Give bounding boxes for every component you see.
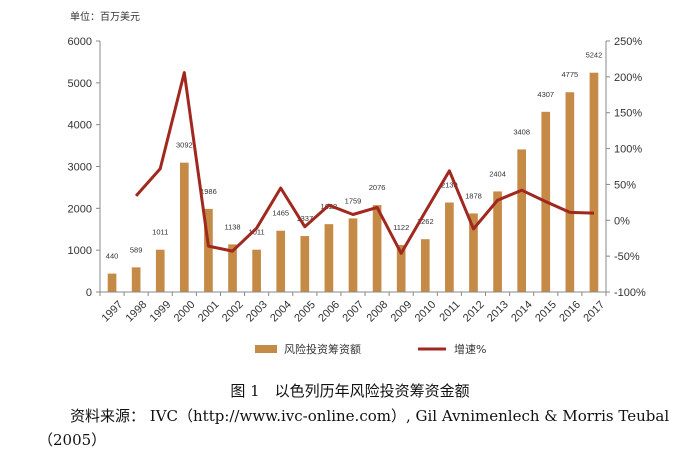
x-axis-tick-label: 2011 [437, 299, 462, 324]
bar [276, 230, 286, 292]
bar [324, 224, 334, 292]
x-axis-tick-label: 2006 [316, 299, 342, 325]
bar-data-label: 1986 [200, 187, 217, 196]
bar [300, 236, 310, 292]
x-axis-tick-label: 2002 [220, 299, 246, 325]
x-axis-tick-label: 2017 [581, 299, 607, 325]
right-axis-tick-label: -100% [614, 287, 646, 299]
bar-data-label: 4307 [537, 90, 554, 99]
bar-data-label: 1337 [296, 214, 313, 223]
bar [204, 208, 213, 292]
bar-data-label: 3408 [513, 127, 530, 136]
bar [372, 205, 382, 292]
right-axis-tick-label: 250% [614, 36, 642, 48]
legend-label-line: 增速% [454, 342, 486, 356]
unit-label: 单位：百万美元 [70, 10, 140, 23]
bar-data-label: 5242 [586, 51, 603, 60]
figure-caption: 图 1 以色列历年风险投资筹资金额 [230, 382, 470, 400]
x-axis-tick-label: 2016 [557, 299, 583, 325]
bar [565, 92, 575, 292]
x-axis-tick-label: 2001 [196, 299, 222, 325]
left-axis-tick-label: 3000 [68, 162, 92, 174]
bar [420, 239, 430, 292]
right-axis-tick-label: 150% [614, 108, 642, 120]
bar [517, 149, 527, 292]
legend-label-bar: 风险投资筹资额 [284, 342, 361, 356]
right-axis-tick-label: 100% [614, 144, 642, 156]
bar-data-label: 2076 [369, 183, 386, 192]
line-series [134, 71, 595, 255]
bar-data-label: 2139 [441, 181, 458, 190]
bar [252, 249, 261, 292]
bar-data-label: 589 [130, 245, 143, 254]
right-axis-tick-label: -50% [614, 251, 640, 263]
x-axis-tick-label: 2003 [244, 299, 270, 325]
x-axis-tick-label: 2012 [461, 299, 487, 325]
bar [179, 162, 189, 292]
bar-data-label: 3092 [176, 141, 193, 150]
x-axis-tick-label: 2008 [365, 299, 391, 325]
x-axis-tick-label: 2013 [485, 299, 511, 325]
right-axis-tick-label: 0% [614, 215, 630, 227]
left-axis-tick-label: 6000 [68, 36, 92, 48]
x-axis-tick-label: 2009 [389, 299, 415, 325]
bar-data-label: 1262 [417, 217, 434, 226]
left-axis: 0 1000 2000 3000 4000 5000 6000 [68, 36, 101, 299]
bar [107, 273, 117, 292]
x-axis-tick-label: 2007 [340, 299, 366, 325]
bar-data-label: 1878 [465, 191, 482, 200]
bar [396, 245, 406, 292]
x-axis-tick-label: 2004 [268, 299, 294, 325]
legend: 风险投资筹资额 增速% [255, 342, 486, 356]
bar-data-label: 1138 [224, 222, 240, 231]
x-axis-tick-label: 2000 [172, 299, 198, 325]
bar-data-label: 1759 [345, 196, 362, 205]
bar-data-label: 2404 [489, 169, 506, 178]
left-axis-tick-label: 2000 [68, 203, 92, 215]
bar [155, 249, 165, 292]
x-axis-tick-label: 2010 [413, 299, 439, 325]
left-axis-tick-label: 1000 [68, 245, 92, 257]
x-axis-tick-label: 2015 [533, 299, 559, 325]
right-axis-tick-label: 50% [614, 179, 636, 191]
bar-data-label: 1011 [249, 228, 265, 237]
bar [589, 72, 599, 293]
bar [131, 267, 141, 292]
bar-data-label: 440 [106, 252, 119, 261]
bar-series [107, 72, 599, 293]
x-axis-tick-label: 2014 [509, 299, 535, 325]
bar [493, 191, 502, 292]
x-axis: 1997199819992000200120022003200420052006… [99, 291, 607, 325]
x-axis-tick-label: 1999 [148, 299, 174, 325]
bar-data-label: 1122 [393, 223, 409, 232]
bar [228, 244, 237, 292]
left-axis-tick-label: 4000 [68, 120, 92, 132]
left-axis-tick-label: 0 [86, 287, 92, 299]
bar [348, 218, 358, 292]
right-axis-tick-label: 200% [614, 72, 642, 84]
bar [445, 202, 454, 292]
bar-data-label: 1465 [272, 209, 289, 218]
right-axis: -100% -50% 0% 50% 100% 150% 200% 250% [605, 36, 646, 299]
x-axis-tick-label: 1998 [124, 299, 150, 325]
source-note: 资料来源： IVC（http://www.ivc-online.com）, Gi… [38, 407, 670, 449]
legend-swatch-bar [255, 345, 277, 353]
bar-data-label: 4775 [562, 70, 579, 79]
x-axis-tick-label: 2005 [292, 299, 318, 325]
bar [469, 213, 478, 292]
x-axis-tick-label: 1997 [99, 299, 125, 325]
growth-line [134, 71, 595, 255]
bar-data-label: 1011 [152, 228, 168, 237]
left-axis-tick-label: 5000 [68, 78, 92, 90]
